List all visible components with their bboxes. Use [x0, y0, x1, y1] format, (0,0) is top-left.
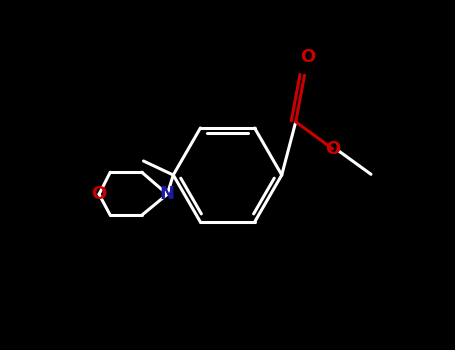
- Text: O: O: [300, 49, 316, 66]
- Text: N: N: [160, 185, 175, 203]
- Text: O: O: [325, 140, 340, 158]
- Text: O: O: [91, 185, 106, 203]
